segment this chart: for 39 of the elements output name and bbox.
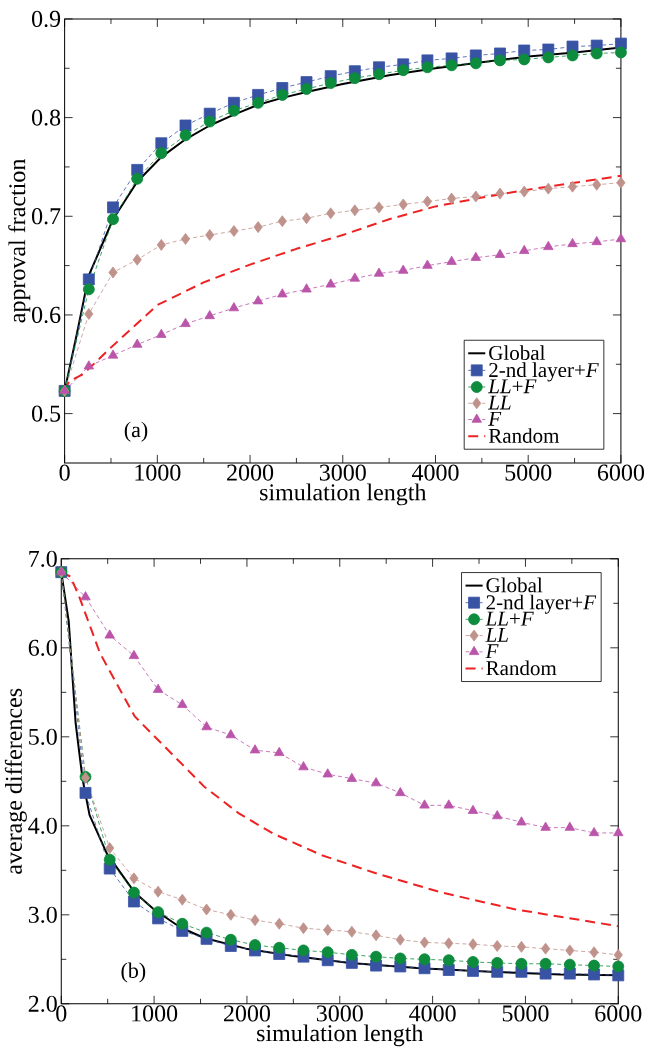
x-axis-title: simulation length	[257, 1024, 424, 1047]
annotation: (b)	[121, 962, 146, 983]
x-tick-label: 0	[56, 1005, 67, 1022]
x-tick-label: 6000	[595, 1005, 642, 1022]
x-tick-label: 5000	[505, 464, 552, 481]
y-tick-label: 2.0	[28, 995, 57, 1012]
x-tick-label: 4000	[411, 464, 459, 481]
y-tick-label: 5.0	[29, 728, 57, 745]
y-tick-label: 6.0	[28, 639, 57, 656]
legend-label: LL	[485, 627, 508, 642]
y-tick-label: 0.7	[32, 208, 61, 225]
x-tick-label: 2000	[227, 464, 274, 481]
y-tick-label: 7.0	[29, 550, 57, 567]
y-tick-label: 0.9	[32, 10, 61, 28]
legend-label: Random	[486, 660, 557, 676]
annotation: (a)	[124, 421, 148, 442]
y-tick-label: 0.5	[32, 405, 61, 422]
x-tick-label: 4000	[409, 1005, 456, 1022]
y-axis-title: average differences	[4, 688, 27, 874]
y-tick-label: 3.0	[28, 906, 57, 923]
x-tick-label: 0	[59, 464, 70, 481]
legend-label: F	[485, 644, 499, 658]
x-tick-label: 5000	[502, 1005, 549, 1022]
y-tick-label: 0.8	[32, 109, 61, 126]
legend-label: Global	[486, 577, 543, 593]
legend-label: Global	[489, 345, 546, 361]
legend-label: Random	[488, 428, 560, 443]
x-tick-label: 1000	[135, 464, 181, 481]
x-tick-label: 3000	[316, 1005, 363, 1022]
y-tick-label: 0.6	[32, 306, 61, 324]
legend-label: F	[488, 411, 502, 426]
x-tick-label: 6000	[597, 464, 645, 481]
x-tick-label: 3000	[319, 464, 366, 481]
y-tick-label: 4.0	[28, 817, 57, 834]
x-tick-label: 1000	[132, 1005, 178, 1022]
legend-label: LL	[488, 395, 511, 410]
y-axis-title: approval fraction	[8, 158, 31, 323]
x-tick-label: 2000	[223, 1005, 271, 1022]
x-axis-title: simulation length	[260, 483, 427, 506]
